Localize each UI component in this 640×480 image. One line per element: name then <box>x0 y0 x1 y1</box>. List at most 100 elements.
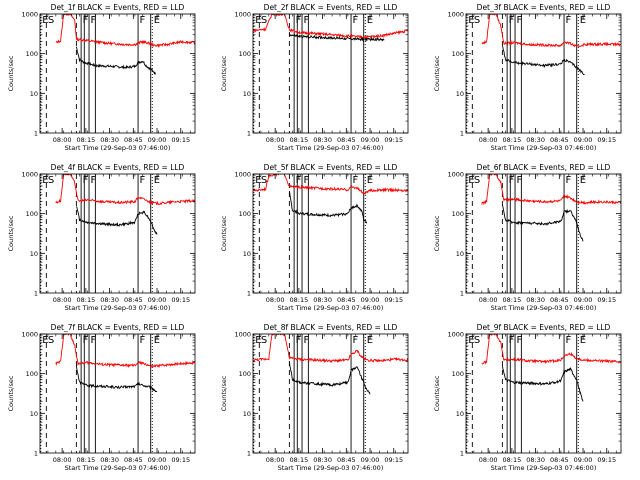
x-tick-label: 09:00 <box>361 456 380 464</box>
marker-label: S <box>48 175 54 186</box>
marker-label: F <box>509 15 515 26</box>
marker-label: E <box>367 335 373 346</box>
x-tick-label: 08:30 <box>526 136 545 144</box>
y-tick-label: 10 <box>30 410 38 418</box>
marker-label: S <box>474 335 480 346</box>
marker-label: F <box>509 335 515 346</box>
marker-label: F <box>353 15 359 26</box>
y-axis-label: Counts/sec <box>7 215 15 251</box>
x-tick-label: 09:15 <box>384 456 403 464</box>
y-tick-label: 10 <box>243 90 251 98</box>
marker-label: E <box>42 335 48 346</box>
marker-label: F <box>140 335 146 346</box>
x-tick-label: 08:30 <box>526 296 545 304</box>
marker-label: F <box>140 175 146 186</box>
series-line-events <box>288 190 368 224</box>
x-tick-label: 09:15 <box>171 136 190 144</box>
series-line-events <box>501 204 584 242</box>
y-tick-label: 1 <box>460 130 464 138</box>
x-tick-label: 08:30 <box>313 456 332 464</box>
y-tick-label: 10 <box>456 250 464 258</box>
x-tick-label: 08:15 <box>503 136 522 144</box>
y-tick-label: 1 <box>247 130 251 138</box>
y-tick-label: 1 <box>460 450 464 458</box>
series-line-events <box>501 46 585 76</box>
marker-label: E <box>42 15 48 26</box>
marker-label: E <box>255 335 261 346</box>
marker-label: F <box>91 15 97 26</box>
x-tick-label: 09:00 <box>148 456 167 464</box>
x-tick-label: 08:15 <box>77 456 96 464</box>
series-line-events <box>75 46 156 75</box>
y-tick-label: 1000 <box>21 331 38 339</box>
x-tick-label: 09:15 <box>384 136 403 144</box>
panel-title: Det_3f BLACK = Events, RED = LLD <box>477 3 611 12</box>
x-tick-label: 09:00 <box>361 296 380 304</box>
y-tick-label: 100 <box>26 50 38 58</box>
marker-label: F <box>517 335 523 346</box>
x-tick-label: 08:45 <box>550 136 569 144</box>
marker-label: S <box>48 15 54 26</box>
x-tick-label: 08:15 <box>290 296 309 304</box>
marker-label: F <box>304 15 310 26</box>
x-tick-label: 08:45 <box>124 136 143 144</box>
marker-label: F <box>353 335 359 346</box>
marker-label: E <box>468 175 474 186</box>
marker-label: F <box>566 335 572 346</box>
marker-label: F <box>83 175 89 186</box>
y-tick-label: 100 <box>452 210 464 218</box>
plot-frame <box>252 13 409 134</box>
x-tick-label: 08:30 <box>313 296 332 304</box>
y-tick-label: 100 <box>239 50 251 58</box>
x-axis-label: Start Time (29-Sep-03 07:46:00) <box>491 144 597 152</box>
x-axis-label: Start Time (29-Sep-03 07:46:00) <box>278 464 384 472</box>
y-axis-label: Counts/sec <box>433 55 441 91</box>
x-tick-label: 08:30 <box>313 136 332 144</box>
series-line-lld <box>55 174 195 206</box>
y-tick-label: 1000 <box>447 331 464 339</box>
marker-label: F <box>91 175 97 186</box>
y-axis-label: Counts/sec <box>220 375 228 411</box>
y-tick-label: 1000 <box>21 11 38 19</box>
y-tick-label: 100 <box>239 210 251 218</box>
x-tick-label: 09:00 <box>574 136 593 144</box>
x-tick-label: 09:15 <box>171 296 190 304</box>
series-line-events <box>289 33 385 42</box>
marker-label: F <box>304 335 310 346</box>
panel-title: Det_4f BLACK = Events, RED = LLD <box>51 163 185 172</box>
series-line-lld <box>481 14 621 48</box>
series-line-lld <box>253 334 408 364</box>
x-tick-label: 08:00 <box>479 456 498 464</box>
x-tick-label: 09:15 <box>597 296 616 304</box>
marker-label: E <box>580 335 586 346</box>
x-tick-label: 08:00 <box>53 456 72 464</box>
marker-label: S <box>261 15 267 26</box>
series-line-lld <box>253 14 408 40</box>
marker-label: E <box>255 175 261 186</box>
x-tick-label: 09:15 <box>384 296 403 304</box>
panel-title: Det_5f BLACK = Events, RED = LLD <box>264 163 398 172</box>
series-line-events <box>75 365 158 393</box>
marker-label: E <box>468 335 474 346</box>
series-line-lld <box>253 174 408 195</box>
marker-label: E <box>580 175 586 186</box>
panel-title: Det_9f BLACK = Events, RED = LLD <box>477 323 611 332</box>
marker-label: F <box>566 15 572 26</box>
x-tick-label: 08:15 <box>503 456 522 464</box>
x-tick-label: 09:00 <box>361 136 380 144</box>
y-tick-label: 10 <box>30 250 38 258</box>
marker-label: S <box>261 175 267 186</box>
x-tick-label: 09:00 <box>574 456 593 464</box>
y-tick-label: 1 <box>247 290 251 298</box>
y-tick-label: 10 <box>456 90 464 98</box>
series-line-lld <box>55 14 195 48</box>
marker-label: E <box>367 15 373 26</box>
x-tick-label: 08:45 <box>337 136 356 144</box>
y-tick-label: 1000 <box>447 11 464 19</box>
panel-title: Det_8f BLACK = Events, RED = LLD <box>264 323 398 332</box>
